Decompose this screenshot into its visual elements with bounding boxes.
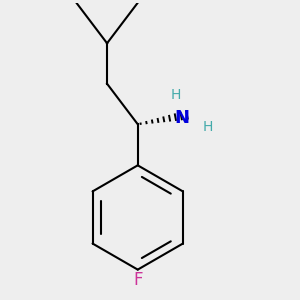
Text: H: H	[202, 120, 212, 134]
Text: N: N	[174, 109, 189, 127]
Text: H: H	[171, 88, 181, 102]
Text: F: F	[133, 271, 142, 289]
